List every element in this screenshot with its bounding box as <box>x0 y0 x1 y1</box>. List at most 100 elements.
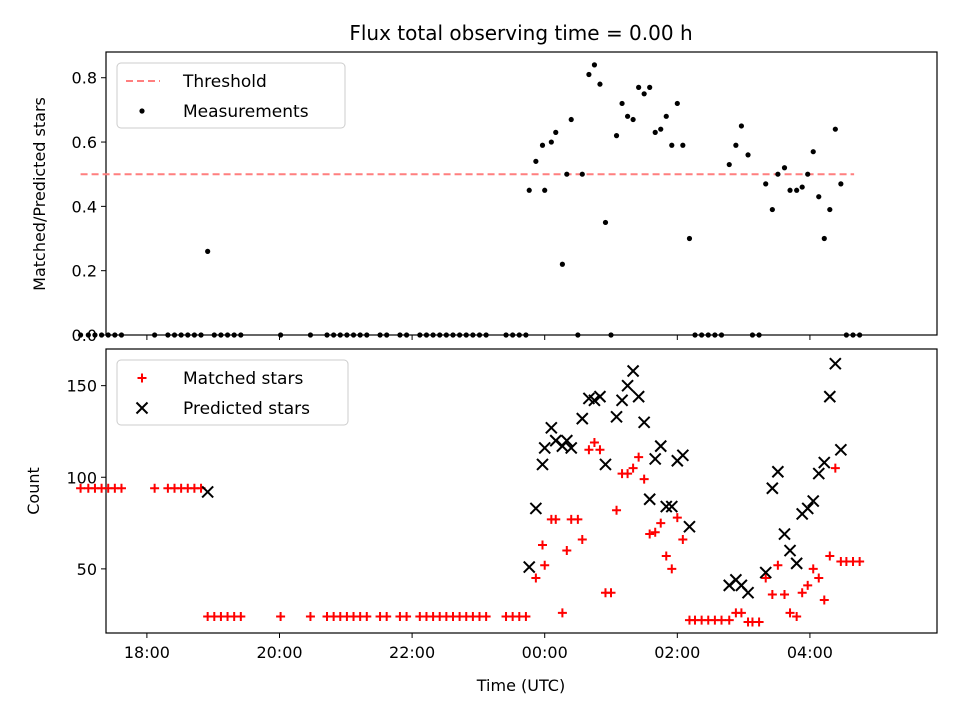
data-point <box>357 332 363 338</box>
x-tick-label: 02:00 <box>654 643 700 662</box>
data-point <box>787 187 793 193</box>
data-point <box>602 219 609 226</box>
data-point <box>589 437 599 447</box>
data-point <box>211 332 217 338</box>
data-point <box>276 612 286 622</box>
data-point <box>185 332 191 338</box>
data-point <box>564 171 570 177</box>
data-point <box>621 379 634 392</box>
data-point <box>540 560 550 570</box>
data-point <box>218 332 224 338</box>
data-point <box>717 615 727 625</box>
data-point <box>362 612 372 622</box>
data-point <box>238 332 244 338</box>
data-point <box>586 71 592 78</box>
data-point <box>85 332 91 338</box>
data-point <box>557 608 567 618</box>
data-point <box>463 332 469 338</box>
data-point <box>792 612 802 622</box>
data-point <box>575 332 581 338</box>
y-tick-label: 0.2 <box>72 262 97 281</box>
legend-label: Matched stars <box>183 369 303 389</box>
data-point <box>118 332 125 338</box>
data-point <box>805 171 811 177</box>
legend: Threshold Measurements <box>116 62 346 129</box>
data-point <box>417 332 423 338</box>
x-axis-label: Time (UTC) <box>476 676 565 695</box>
data-point <box>606 588 616 598</box>
data-point <box>610 410 623 424</box>
data-point <box>850 332 856 338</box>
data-point <box>430 332 436 338</box>
data-point <box>171 332 178 338</box>
chart-title: Flux total observing time = 0.00 h <box>349 21 692 45</box>
legend-label: Predicted stars <box>183 399 310 419</box>
data-point <box>733 142 739 148</box>
data-point <box>599 458 612 471</box>
data-point <box>584 445 594 455</box>
data-point <box>191 332 198 338</box>
data-point <box>785 608 795 618</box>
data-point <box>538 441 551 455</box>
data-point <box>76 483 86 493</box>
legend-label: Measurements <box>183 102 309 122</box>
data-point <box>637 416 651 429</box>
data-point <box>799 184 805 190</box>
data-point <box>573 514 583 524</box>
data-point <box>660 500 673 513</box>
data-point <box>324 332 330 338</box>
data-point <box>531 573 541 583</box>
data-point <box>98 332 105 338</box>
data-point <box>724 615 734 625</box>
y-tick-label: 0.0 <box>72 326 97 345</box>
data-point <box>624 113 631 119</box>
data-point <box>665 500 678 513</box>
count-plot: 50 100 150 18:00 20:00 22:00 00:00 02:00 04:00 Ma… <box>66 348 938 662</box>
data-point <box>773 560 783 570</box>
data-point <box>457 332 463 338</box>
data-point <box>843 332 849 338</box>
data-point <box>736 608 746 618</box>
data-point <box>818 456 831 469</box>
data-point <box>667 564 677 574</box>
data-point <box>766 482 779 495</box>
data-point <box>628 463 638 473</box>
data-point <box>807 494 820 508</box>
data-point <box>595 445 605 455</box>
data-point <box>626 364 640 378</box>
data-point <box>674 100 680 107</box>
data-point <box>639 474 649 484</box>
data-point <box>548 139 554 145</box>
data-point <box>632 390 645 403</box>
data-point <box>481 612 491 622</box>
data-point <box>763 181 769 187</box>
data-point <box>116 483 126 493</box>
data-point <box>819 595 829 605</box>
data-point <box>597 81 603 87</box>
data-point <box>661 551 671 561</box>
data-point <box>814 573 824 583</box>
data-point <box>526 187 532 193</box>
data-point <box>608 332 614 338</box>
data-point <box>277 332 284 338</box>
data-point <box>794 187 800 193</box>
data-point <box>654 439 667 453</box>
data-point <box>305 612 315 622</box>
data-point <box>553 129 559 135</box>
data-point <box>705 332 711 338</box>
data-point <box>808 564 818 574</box>
data-point <box>337 332 343 338</box>
data-point <box>483 332 489 338</box>
data-point <box>201 485 214 499</box>
legend-swatch <box>137 373 147 383</box>
data-point <box>855 557 865 567</box>
data-point <box>470 332 476 338</box>
data-point <box>576 412 589 425</box>
data-point <box>745 152 751 158</box>
data-point <box>523 560 536 574</box>
data-point <box>658 126 664 132</box>
data-point <box>165 332 171 338</box>
data-point <box>623 469 633 479</box>
data-point <box>652 129 658 135</box>
